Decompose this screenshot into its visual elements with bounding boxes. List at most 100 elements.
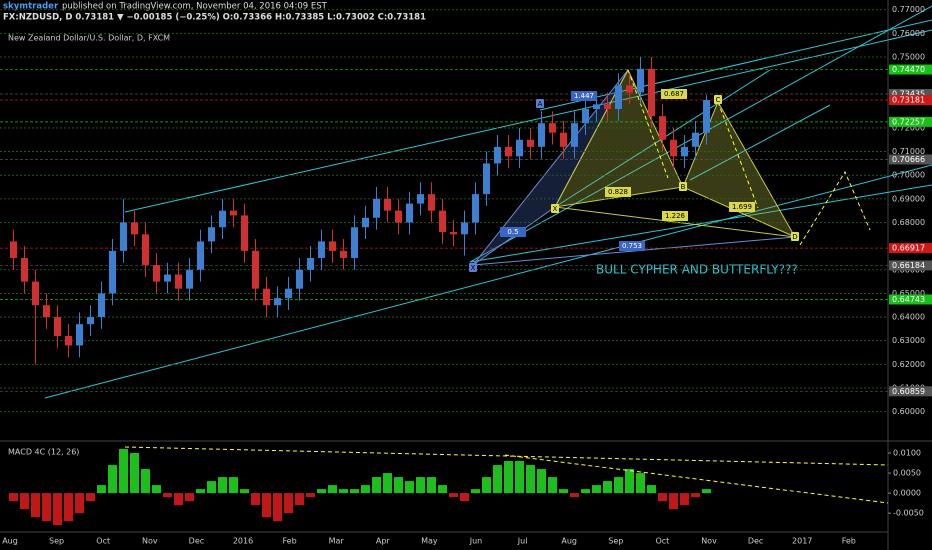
x-tick-label: Dec xyxy=(189,537,204,546)
x-tick-label: Sep xyxy=(49,537,64,546)
macd-bar xyxy=(295,493,304,506)
ratio-box xyxy=(662,211,688,221)
candle-body xyxy=(615,85,622,110)
ratio-label: 1.226 xyxy=(665,212,686,220)
price-level-box xyxy=(889,243,932,254)
candle-body xyxy=(582,109,589,124)
candle-body xyxy=(32,281,39,306)
macd-bar xyxy=(559,489,568,494)
candle-body xyxy=(604,104,611,110)
ratio-box xyxy=(619,241,645,251)
candle-body xyxy=(186,269,193,289)
candle-body xyxy=(637,68,644,93)
candle-body xyxy=(76,324,83,346)
macd-title: MACD 4C (12, 26) xyxy=(8,448,79,457)
macd-bar xyxy=(317,489,326,494)
macd-bar xyxy=(603,481,612,494)
macd-bar xyxy=(185,493,194,502)
candle-body xyxy=(505,146,512,157)
macd-bar xyxy=(449,493,458,498)
macd-bar xyxy=(42,493,51,522)
y-tick-label: 0.63000 xyxy=(892,336,925,345)
macd-bar xyxy=(361,485,370,494)
macd-bar xyxy=(53,493,62,526)
x-tick-label: 2017 xyxy=(792,537,812,546)
macd-bar xyxy=(383,473,392,494)
macd-bar xyxy=(372,477,381,494)
y-tick-label: 0.62000 xyxy=(892,360,925,369)
macd-bar xyxy=(130,453,139,494)
candle-body xyxy=(516,139,523,157)
candle-body xyxy=(527,139,534,147)
candle-body xyxy=(54,317,61,336)
candle-body xyxy=(274,298,281,306)
ratio-label: 0.5 xyxy=(507,228,518,236)
price-level-box xyxy=(889,294,932,305)
macd-bar xyxy=(504,461,513,494)
macd-bar xyxy=(581,489,590,494)
candle-body xyxy=(241,215,248,251)
candle-body xyxy=(340,250,347,258)
candle-body xyxy=(461,222,468,235)
macd-bar xyxy=(218,477,227,494)
pattern-point: D xyxy=(792,233,797,241)
candle-body xyxy=(98,293,105,318)
macd-bar xyxy=(493,465,502,494)
x-tick-label: 2016 xyxy=(233,537,253,546)
candle-body xyxy=(285,288,292,299)
pattern-point-box xyxy=(679,182,687,191)
pattern-point: B xyxy=(681,183,686,191)
candle-body xyxy=(450,231,457,235)
macd-bar xyxy=(174,493,183,506)
candle-body xyxy=(439,210,446,232)
candle-body xyxy=(87,317,94,325)
macd-bar xyxy=(108,465,117,494)
macd-bar xyxy=(405,481,414,494)
price-level-label: 0.70666 xyxy=(892,155,925,164)
macd-trendline xyxy=(124,446,889,466)
candle-body xyxy=(230,210,237,216)
macd-bar xyxy=(515,461,524,494)
price-level-label: 0.66917 xyxy=(892,244,925,253)
candle-body xyxy=(670,139,677,157)
macd-bar xyxy=(614,477,623,494)
price-level-box xyxy=(889,386,932,397)
price-level-label: 0.66184 xyxy=(892,261,925,270)
macd-bar xyxy=(273,493,282,522)
macd-bar xyxy=(64,493,73,522)
x-tick-label: Jun xyxy=(469,537,483,546)
candle-body xyxy=(219,210,226,228)
candle-body xyxy=(571,123,578,147)
ratio-label: 0.828 xyxy=(608,188,628,196)
price-level-label: 0.73435 xyxy=(892,90,925,99)
macd-bar xyxy=(207,481,216,494)
macd-tick-label: 0.0050 xyxy=(893,469,921,478)
pattern-point: C xyxy=(716,96,721,104)
candle-body xyxy=(109,250,116,294)
candle-body xyxy=(318,241,325,258)
candle-body xyxy=(560,132,567,147)
candle-body xyxy=(351,227,358,258)
candle-body xyxy=(153,265,160,282)
price-level-box xyxy=(889,64,932,75)
price-level-label: 0.64743 xyxy=(892,295,925,304)
macd-bar xyxy=(196,489,205,494)
ratio-box xyxy=(571,91,597,101)
candle-body xyxy=(472,194,479,223)
ratio-box xyxy=(605,187,631,197)
macd-bar xyxy=(636,473,645,494)
candle-body xyxy=(549,123,556,133)
macd-bar xyxy=(152,485,161,494)
y-tick-label: 0.65000 xyxy=(892,289,925,298)
y-tick-label: 0.60000 xyxy=(892,407,925,416)
macd-bar xyxy=(284,493,293,514)
candle-body xyxy=(362,217,369,228)
candle-body xyxy=(626,85,633,93)
macd-tick-label: 0.0100 xyxy=(893,449,921,458)
candle-body xyxy=(593,104,600,110)
macd-bar xyxy=(526,465,535,494)
candle-body xyxy=(659,116,666,140)
candle-body xyxy=(307,257,314,270)
macd-bar xyxy=(141,469,150,494)
macd-bar xyxy=(471,489,480,494)
